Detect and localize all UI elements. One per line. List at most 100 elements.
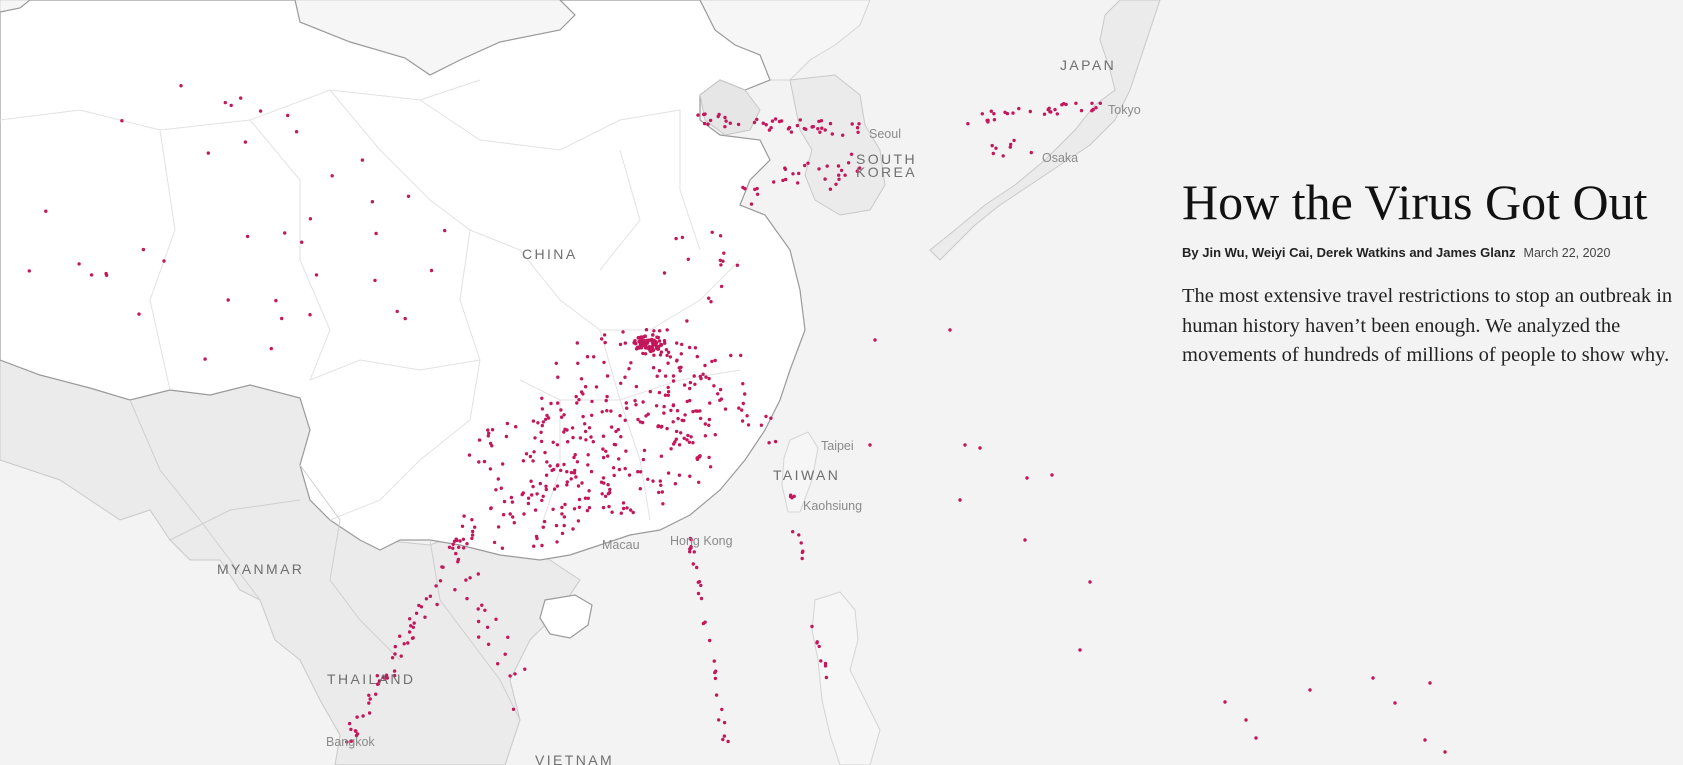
travel-dot	[488, 467, 493, 471]
travel-dot	[608, 487, 612, 492]
travel-dot	[1428, 681, 1432, 685]
travel-dot	[1308, 688, 1312, 692]
travel-dot	[1090, 109, 1094, 113]
travel-dot	[607, 504, 611, 509]
travel-dot	[280, 316, 284, 321]
travel-dot	[789, 130, 794, 134]
travel-dot	[560, 531, 565, 536]
travel-dot	[692, 550, 696, 554]
travel-dot	[470, 536, 474, 541]
travel-dot	[532, 450, 536, 454]
travel-dot	[682, 436, 686, 440]
travel-dot	[1443, 750, 1447, 754]
travel-dot	[464, 578, 468, 582]
travel-dot	[708, 401, 712, 405]
travel-dot	[1244, 718, 1248, 722]
travel-dot	[678, 369, 682, 373]
travel-dot	[688, 398, 692, 403]
travel-dot	[868, 443, 872, 447]
travel-dot	[755, 192, 760, 196]
travel-dot	[646, 477, 650, 481]
travel-dot	[779, 119, 784, 123]
travel-dot	[1009, 142, 1013, 147]
travel-dot	[665, 426, 669, 431]
travel-dot	[741, 401, 745, 406]
travel-dot	[718, 398, 722, 402]
travel-dot	[636, 336, 641, 340]
travel-dot	[663, 374, 668, 378]
travel-dot	[574, 394, 578, 399]
travel-dot	[623, 466, 627, 471]
travel-dot	[489, 506, 493, 511]
travel-dot	[414, 611, 419, 615]
headline: How the Virus Got Out	[1182, 174, 1648, 230]
travel-dot	[729, 353, 733, 358]
travel-dot	[735, 263, 740, 267]
travel-dot	[709, 300, 713, 304]
travel-dot	[511, 515, 515, 519]
travel-dot	[1094, 106, 1098, 110]
travel-dot	[686, 433, 690, 438]
travel-dot	[648, 389, 652, 394]
travel-dot	[544, 417, 548, 421]
travel-dot	[617, 467, 622, 472]
travel-dot	[374, 692, 378, 696]
travel-dot	[689, 435, 693, 439]
travel-dot	[740, 419, 745, 423]
travel-dot	[638, 420, 642, 424]
travel-dot	[688, 474, 692, 478]
travel-dot	[637, 339, 641, 344]
travel-dot	[573, 453, 577, 457]
travel-dot	[411, 636, 415, 640]
travel-dot	[538, 481, 542, 486]
travel-dot	[978, 446, 982, 450]
travel-dot	[654, 404, 659, 408]
travel-dot	[642, 334, 647, 339]
travel-dot	[492, 540, 497, 545]
travel-dot	[576, 361, 580, 365]
travel-dot	[764, 414, 768, 419]
travel-dot	[819, 119, 824, 123]
travel-dot	[769, 416, 773, 420]
travel-dot	[619, 381, 623, 385]
travel-dot	[601, 476, 606, 480]
travel-dot	[741, 382, 745, 386]
travel-dot	[206, 151, 210, 155]
travel-dot	[646, 412, 650, 416]
travel-dot	[443, 228, 447, 233]
travel-dot	[621, 501, 626, 505]
travel-dot	[683, 413, 687, 417]
land-masses	[0, 0, 1161, 765]
travel-dot	[761, 121, 765, 125]
travel-dot	[669, 408, 673, 413]
travel-dot	[819, 659, 823, 663]
label-osaka: Osaka	[1042, 151, 1078, 165]
travel-dot	[451, 542, 455, 546]
travel-dot	[873, 338, 877, 342]
travel-dot	[542, 519, 547, 524]
travel-dot	[1393, 701, 1397, 705]
travel-dot	[541, 525, 545, 529]
travel-dot	[737, 406, 741, 410]
travel-dot	[545, 460, 549, 464]
travel-dot	[769, 126, 773, 130]
travel-dot	[706, 122, 710, 126]
travel-dot	[540, 498, 544, 503]
travel-dot	[685, 399, 689, 404]
travel-dot	[651, 348, 656, 353]
travel-dot	[834, 182, 838, 186]
byline-authors[interactable]: By Jin Wu, Weiyi Cai, Derek Watkins and …	[1182, 245, 1516, 260]
travel-dot	[623, 375, 627, 379]
travel-dot	[645, 340, 650, 345]
travel-dot	[544, 487, 548, 492]
travel-dot	[749, 202, 754, 206]
travel-dot	[858, 166, 862, 170]
travel-dot	[677, 473, 682, 477]
travel-dot	[555, 484, 560, 488]
travel-dot	[575, 401, 579, 405]
travel-dot	[44, 209, 48, 213]
travel-dot	[675, 358, 679, 362]
travel-dot	[435, 602, 439, 607]
travel-dot	[586, 463, 590, 467]
land-korea	[789, 74, 886, 216]
